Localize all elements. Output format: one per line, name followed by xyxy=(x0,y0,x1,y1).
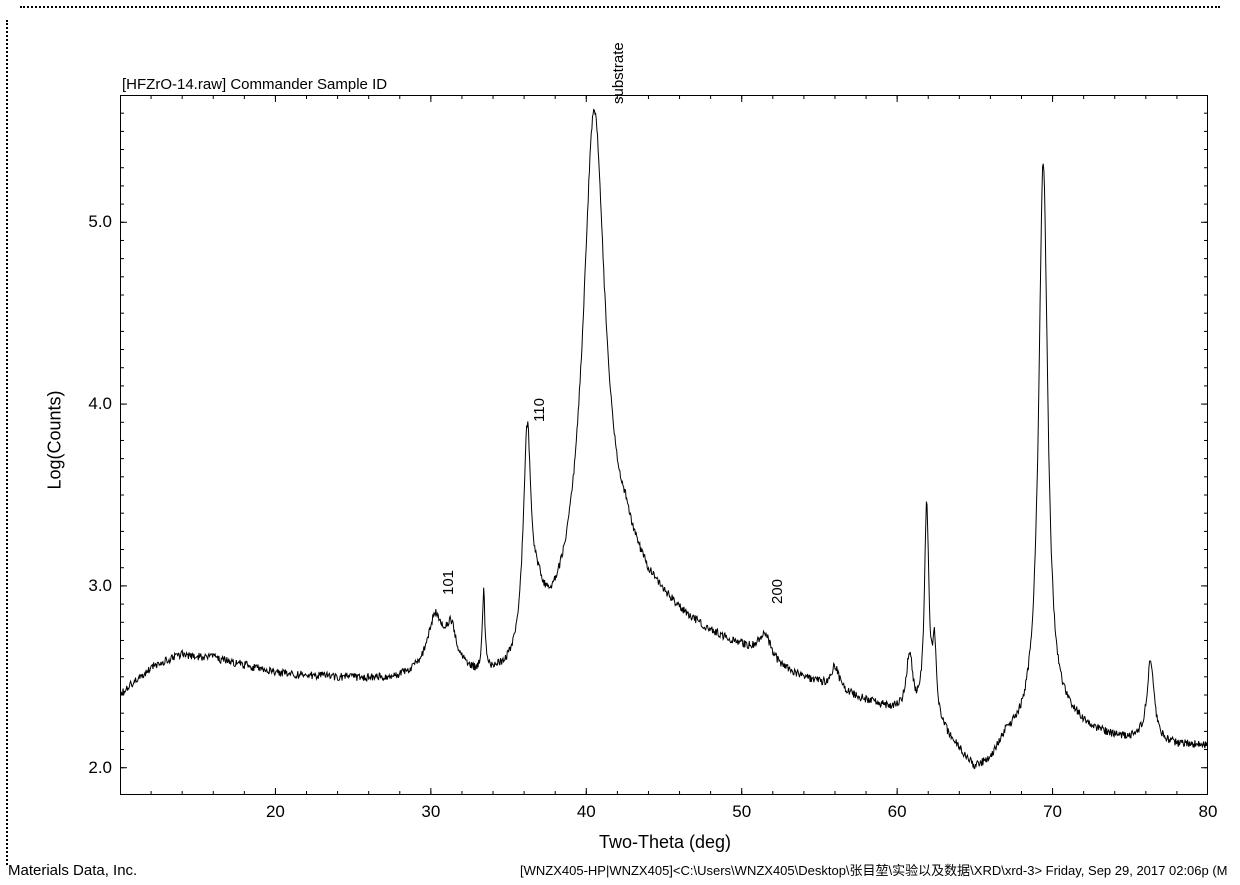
y-axis-label: Log(Counts) xyxy=(45,390,66,489)
xrd-line-chart xyxy=(120,95,1208,795)
footer-right: [WNZX405-HP|WNZX405]<C:\Users\WNZX405\De… xyxy=(520,860,1228,879)
x-tick-label: 30 xyxy=(421,802,440,822)
peak-label: 101 xyxy=(440,570,457,595)
x-tick-label: 80 xyxy=(1199,802,1218,822)
peak-label: substrate xyxy=(610,42,627,104)
x-tick-label: 60 xyxy=(888,802,907,822)
y-tick-label: 3.0 xyxy=(72,576,112,596)
page-border-top xyxy=(20,6,1220,8)
x-tick-label: 40 xyxy=(577,802,596,822)
x-axis-label: Two-Theta (deg) xyxy=(599,832,731,853)
footer-left: Materials Data, Inc. xyxy=(8,862,137,879)
y-tick-label: 4.0 xyxy=(72,394,112,414)
x-tick-label: 50 xyxy=(732,802,751,822)
y-tick-label: 5.0 xyxy=(72,212,112,232)
peak-label: 110 xyxy=(531,398,548,422)
chart-title: [HFZrO-14.raw] Commander Sample ID xyxy=(122,76,387,93)
page: [HFZrO-14.raw] Commander Sample ID Log(C… xyxy=(0,0,1240,885)
page-border-left xyxy=(6,20,8,865)
x-tick-label: 20 xyxy=(266,802,285,822)
peak-label: 200 xyxy=(769,579,786,604)
y-tick-label: 2.0 xyxy=(72,758,112,778)
x-tick-label: 70 xyxy=(1043,802,1062,822)
